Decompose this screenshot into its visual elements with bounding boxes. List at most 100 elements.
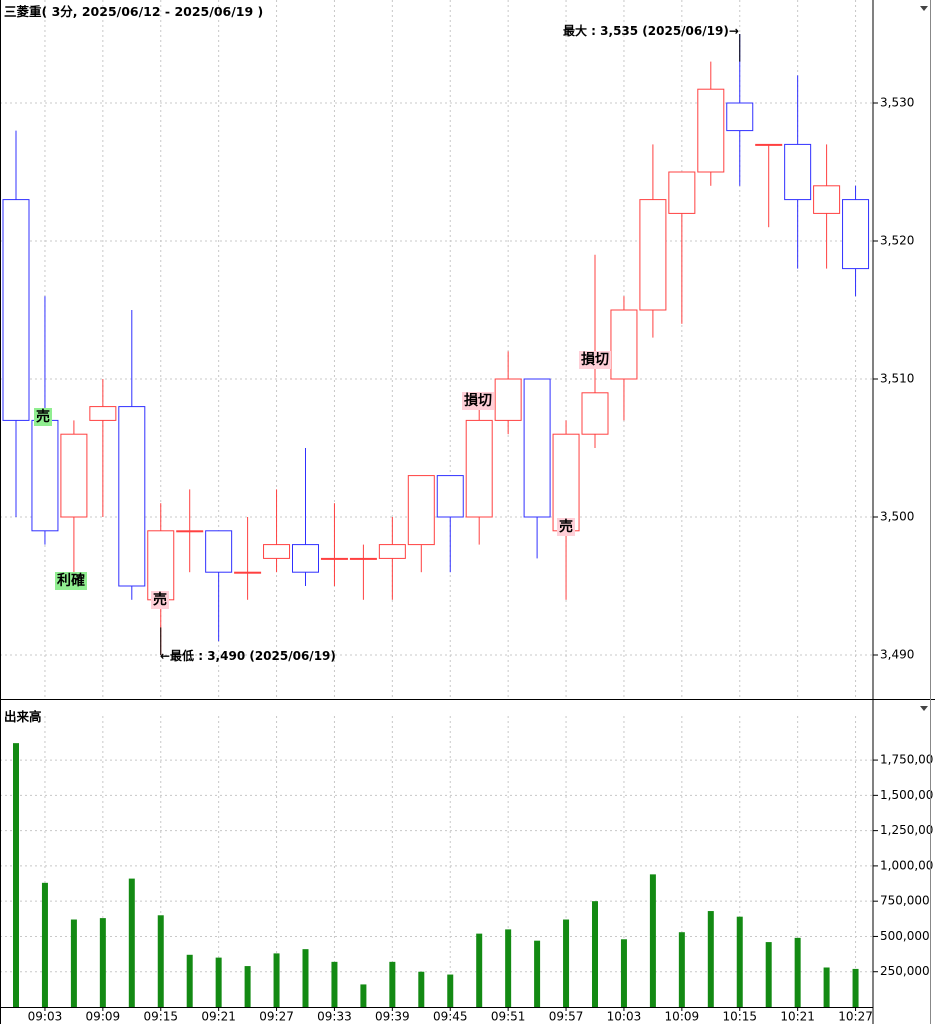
volume-bar	[592, 901, 598, 1007]
signal-stop-loss-1: 損切	[462, 392, 494, 410]
x-tick-label: 09:03	[28, 1010, 63, 1024]
price-panel-scroll-arrow[interactable]	[920, 6, 928, 11]
volume-bar	[244, 966, 251, 1007]
candle-body	[292, 544, 319, 573]
volume-bars	[13, 743, 859, 1007]
volume-bar	[99, 918, 106, 1007]
volume-bar	[360, 984, 367, 1007]
candle-body	[31, 419, 59, 532]
volume-y-tick-label: 1,250,00	[880, 823, 933, 837]
candle-body	[523, 378, 551, 518]
volume-bar	[418, 971, 425, 1007]
x-tick-label: 10:09	[665, 1010, 700, 1024]
x-tick-label: 10:21	[780, 1010, 815, 1024]
volume-bar	[505, 929, 512, 1007]
max-price-annotation: 最大 : 3,535 (2025/06/19)→	[563, 24, 739, 38]
volume-panel-scroll-arrow[interactable]	[920, 706, 928, 711]
price-y-tick-label: 3,530	[880, 96, 914, 110]
volume-bar	[302, 949, 309, 1007]
min-price-annotation: ←最低 : 3,490 (2025/06/19)	[160, 649, 336, 663]
candle-body	[234, 571, 262, 574]
x-tick-label: 09:39	[375, 1010, 410, 1024]
candle-body	[755, 143, 783, 146]
price-candles	[2, 34, 870, 655]
volume-bar	[534, 940, 541, 1007]
x-tick-label: 09:09	[86, 1010, 121, 1024]
volume-bar	[215, 957, 222, 1007]
volume-bar	[331, 961, 338, 1007]
signal-sell-1: 売	[34, 408, 52, 426]
candle-body	[89, 406, 117, 421]
candle-body	[407, 475, 435, 546]
candle-body	[494, 378, 522, 421]
candle-body	[263, 544, 291, 559]
x-tick-label: 10:27	[838, 1010, 873, 1024]
signal-sell-2: 売	[151, 591, 169, 609]
x-tick-label: 09:15	[143, 1010, 178, 1024]
volume-bar	[620, 939, 627, 1007]
signal-stop-loss-2: 損切	[579, 351, 611, 369]
candle-body	[176, 530, 204, 533]
volume-y-tick-label: 750,000	[880, 894, 930, 908]
x-tick-label: 10:15	[722, 1010, 757, 1024]
candle-body	[378, 544, 406, 559]
candle-body	[784, 143, 812, 201]
candle-body	[147, 530, 175, 601]
candle-body	[726, 102, 754, 132]
volume-bar	[765, 942, 772, 1007]
candle-body	[639, 199, 667, 311]
signal-sell-3: 売	[557, 518, 575, 536]
volume-bar	[563, 919, 570, 1007]
x-tick-label: 10:03	[607, 1010, 642, 1024]
volume-y-tick-label: 1,500,00	[880, 788, 933, 802]
candle-body	[436, 475, 464, 518]
volume-bar	[649, 874, 656, 1007]
x-tick-label: 09:27	[259, 1010, 294, 1024]
volume-bar	[389, 961, 396, 1007]
x-tick-label: 09:51	[491, 1010, 526, 1024]
volume-bar	[273, 953, 280, 1007]
x-tick-label: 09:45	[433, 1010, 468, 1024]
volume-y-tick-label: 250,000	[880, 964, 930, 978]
candle-body	[465, 419, 493, 518]
candle-body	[320, 557, 348, 560]
volume-bar	[678, 932, 685, 1007]
volume-bar	[41, 882, 48, 1007]
price-y-tick-label: 3,520	[880, 234, 914, 248]
volume-bar	[707, 911, 714, 1007]
candle-body	[668, 171, 696, 214]
candle-body	[205, 530, 233, 573]
candle-body	[552, 433, 580, 532]
volume-bar	[447, 974, 454, 1007]
volume-bar	[852, 968, 859, 1007]
volume-bar	[736, 916, 743, 1007]
candle-body	[118, 406, 146, 587]
candle-body	[349, 557, 377, 560]
volume-y-tick-label: 1,000,00	[880, 858, 933, 872]
candle-body	[60, 433, 88, 518]
x-tick-label: 09:33	[317, 1010, 352, 1024]
volume-bar	[157, 915, 164, 1007]
price-y-tick-label: 3,500	[880, 510, 914, 524]
volume-bar	[128, 878, 135, 1007]
volume-bar	[186, 954, 193, 1007]
candle-body	[842, 199, 870, 270]
price-y-tick-label: 3,510	[880, 372, 914, 386]
volume-y-tick-label: 1,750,00	[880, 753, 933, 767]
candle-body	[697, 88, 725, 173]
candle-body	[2, 199, 30, 421]
volume-bar	[794, 937, 801, 1007]
volume-bar	[476, 933, 483, 1007]
volume-bar	[823, 967, 830, 1007]
volume-bar	[13, 743, 19, 1007]
candle-body	[610, 309, 638, 380]
candle-body	[813, 185, 841, 214]
candle-body	[581, 392, 609, 435]
volume-bar	[70, 919, 77, 1007]
volume-y-tick-label: 500,000	[880, 929, 930, 943]
price-y-tick-label: 3,490	[880, 648, 914, 662]
volume-panel-label: 出来高	[4, 709, 42, 724]
signal-take-profit: 利確	[55, 572, 87, 590]
